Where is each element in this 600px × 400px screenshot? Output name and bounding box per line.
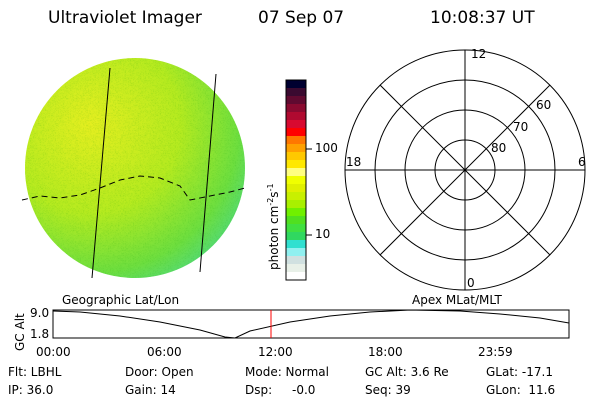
- colorbar-band: [286, 232, 306, 241]
- lat-label-80: 80: [491, 141, 507, 155]
- mlt-label-18: 18: [346, 155, 362, 169]
- gc-alt-status: GC Alt: 3.6 Re: [365, 365, 449, 379]
- colorbar-band: [286, 120, 306, 129]
- dsp-label: Dsp:: [245, 383, 273, 397]
- xtick-0000: 00:00: [36, 345, 71, 359]
- xtick-0600: 06:00: [147, 345, 182, 359]
- colorbar-band: [286, 200, 306, 209]
- colorbar-band: [286, 176, 306, 185]
- colorbar-tick-100: 100: [315, 141, 338, 155]
- door-status: Door: Open: [125, 365, 194, 379]
- xtick-2359: 23:59: [478, 345, 513, 359]
- colorbar-tick-10: 10: [315, 227, 331, 241]
- timeline-ylabel: GC Alt: [13, 313, 27, 351]
- date-label: 07 Sep 07: [258, 8, 345, 28]
- ip-status: IP: 36.0: [8, 383, 54, 397]
- colorbar-band: [286, 128, 306, 137]
- colorbar-band: [286, 216, 306, 225]
- lat-label-70: 70: [513, 120, 529, 134]
- mlt-label-12: 12: [471, 47, 487, 61]
- meridian-line: [91, 67, 111, 279]
- colorbar-band: [286, 168, 306, 177]
- colorbar: [285, 79, 312, 281]
- colorbar-band: [286, 112, 306, 121]
- colorbar-band: [286, 248, 306, 257]
- geographic-label: Geographic Lat/Lon: [62, 293, 180, 307]
- mode-status: Mode: Normal: [245, 365, 329, 379]
- apex-label: Apex MLat/MLT: [412, 293, 502, 307]
- colorbar-band: [286, 208, 306, 217]
- colorbar-band: [286, 88, 306, 97]
- xtick-1200: 12:00: [258, 345, 293, 359]
- timeline-plot: [52, 309, 570, 339]
- polar-grid: [344, 49, 586, 291]
- colorbar-band: [286, 184, 306, 193]
- mlt-label-6: 6: [578, 155, 586, 169]
- colorbar-band: [286, 160, 306, 169]
- dsp-value: -0.0: [292, 383, 316, 397]
- glon-status: GLon: 11.6: [486, 383, 556, 397]
- equator-line: [21, 175, 246, 201]
- colorbar-band: [286, 96, 306, 105]
- ytick-1-8: 1.8: [30, 327, 50, 341]
- colorbar-label: photon cm-2s-1: [266, 183, 281, 270]
- colorbar-band: [286, 152, 306, 161]
- colorbar-band: [286, 80, 306, 89]
- colorbar-band: [286, 104, 306, 113]
- colorbar-band: [286, 136, 306, 145]
- colorbar-band: [286, 256, 306, 265]
- colorbar-band: [286, 224, 306, 233]
- lat-label-60: 60: [536, 98, 552, 112]
- seq-status: Seq: 39: [365, 383, 411, 397]
- xtick-1800: 18:00: [368, 345, 403, 359]
- mlt-label-0: 0: [467, 276, 475, 290]
- colorbar-band: [286, 192, 306, 201]
- colorbar-band: [286, 264, 306, 273]
- earth-image: [21, 58, 246, 279]
- colorbar-band: [286, 240, 306, 249]
- glat-status: GLat: -17.1: [486, 365, 553, 379]
- instrument-title: Ultraviolet Imager: [48, 8, 202, 28]
- filter-status: Flt: LBHL: [8, 365, 62, 379]
- colorbar-band: [286, 272, 306, 281]
- colorbar-frame: [285, 79, 307, 281]
- gain-status: Gain: 14: [125, 383, 176, 397]
- colorbar-band: [286, 144, 306, 153]
- ytick-9: 9.0: [30, 306, 50, 320]
- meridian-line: [199, 73, 217, 273]
- time-label: 10:08:37 UT: [430, 8, 535, 28]
